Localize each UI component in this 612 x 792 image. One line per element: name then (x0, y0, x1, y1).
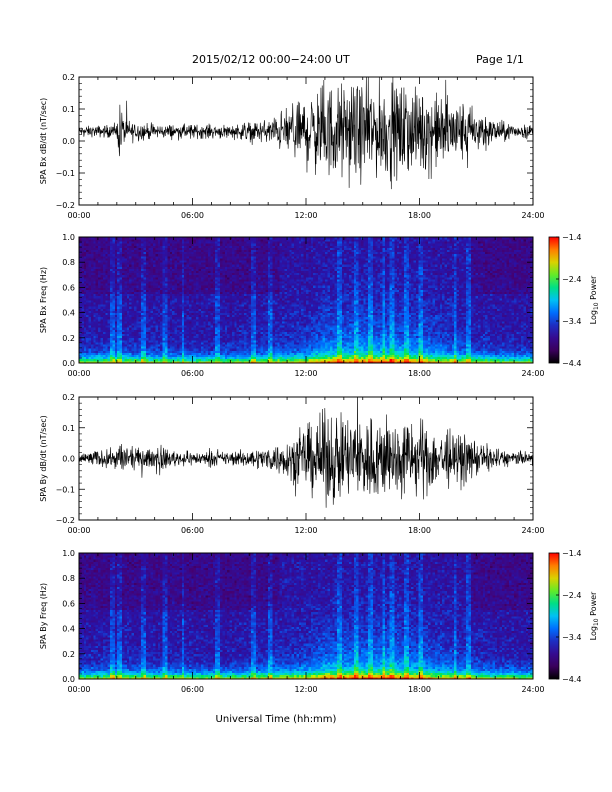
y-axis-label: SPA Bx dB/dt (nT/sec) (39, 98, 48, 185)
y-tick-label: 0.0 (62, 137, 75, 146)
y-tick-label: −0.2 (56, 201, 75, 210)
series-group (79, 76, 533, 189)
y-tick-label: −0.1 (56, 169, 75, 178)
x-tick-label: 06:00 (181, 211, 204, 220)
y-tick-label: 0.1 (62, 105, 75, 114)
x-tick-label: 00:00 (67, 211, 90, 220)
dbdt-trace (79, 76, 533, 189)
magnetometer-figure: 00:00 06:00 12:00 18:00 24:00 −0.2 −0.1 0.0 0.1 0… (0, 0, 612, 792)
x-tick-label: 12:00 (294, 211, 317, 220)
x-tick-label: 24:00 (521, 211, 544, 220)
spectrogram-cells (79, 237, 533, 363)
y-tick-label: 0.2 (62, 73, 75, 82)
x-tick-label: 18:00 (408, 211, 431, 220)
